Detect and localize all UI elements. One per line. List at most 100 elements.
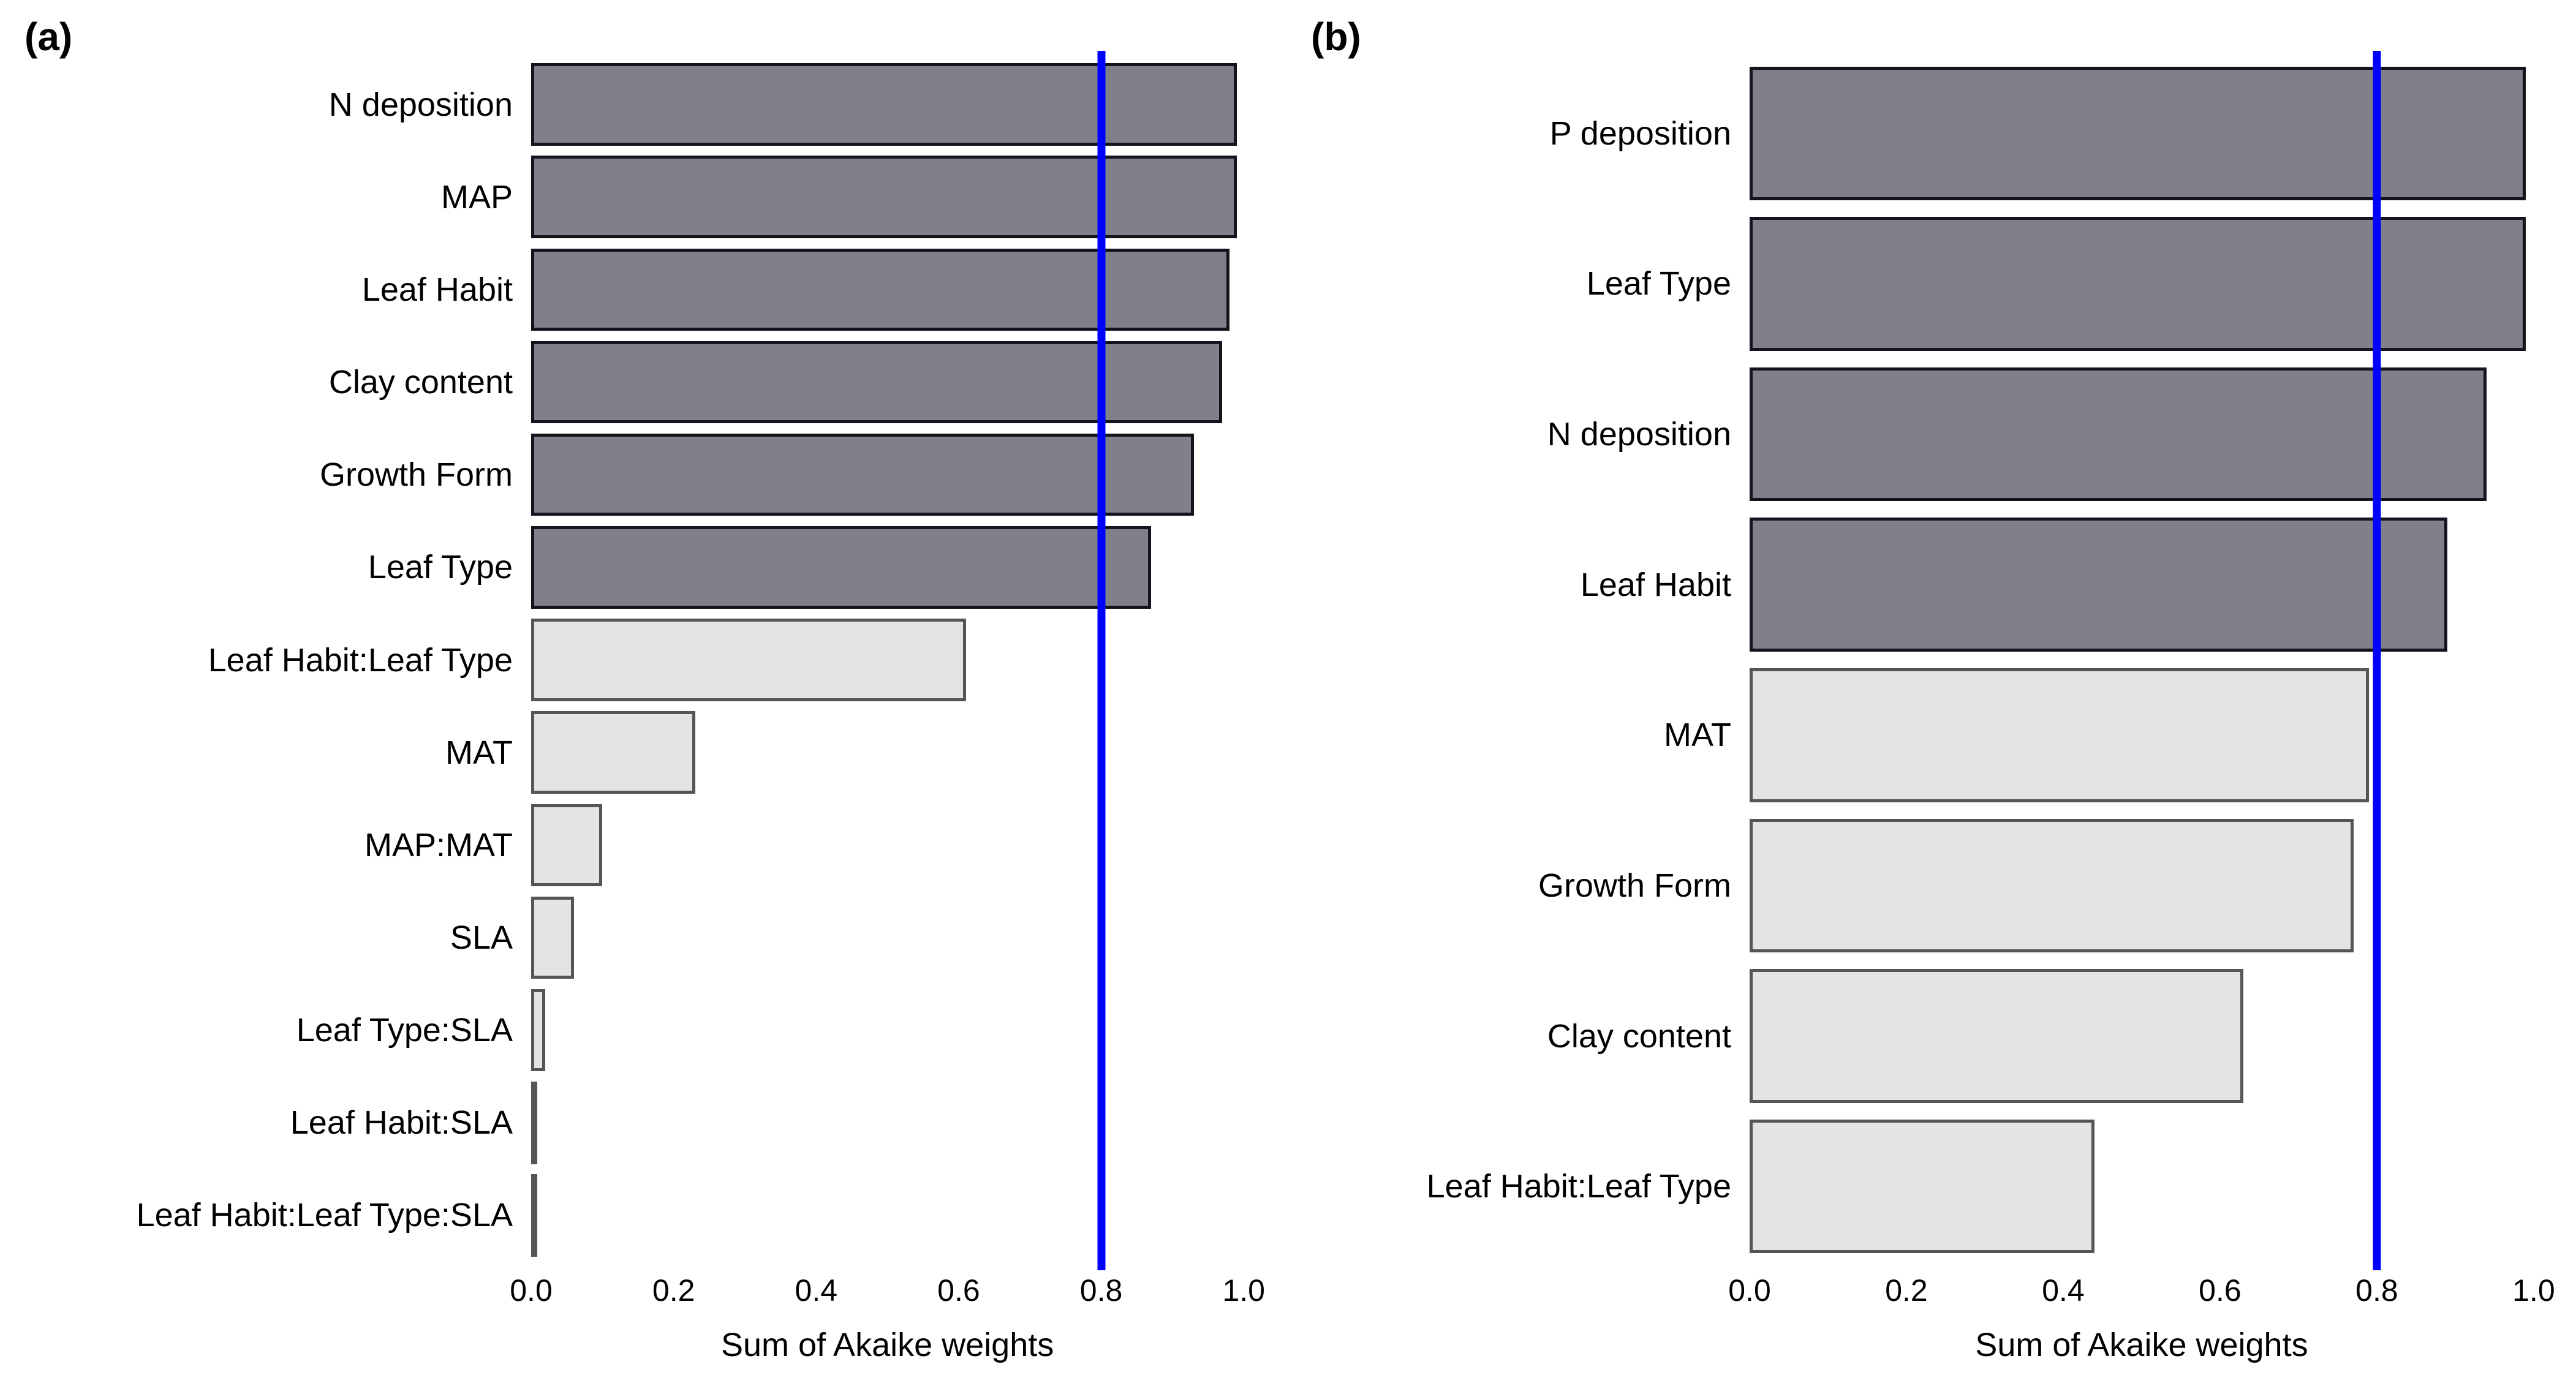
bar-track [531, 614, 1286, 706]
bar-track [1750, 810, 2576, 961]
category-label: Leaf Habit [361, 271, 513, 308]
panel-a: (a) N deposition MAP Leaf Habit Clay conten… [0, 0, 1286, 1386]
x-tick-label: 0.6 [937, 1273, 980, 1308]
bar-track [531, 1169, 1286, 1262]
panel-a-rows: N deposition MAP Leaf Habit Clay content Gro… [0, 51, 1286, 1270]
bar [1750, 1119, 2095, 1254]
bar-track [1750, 58, 2576, 209]
category-label: N deposition [1547, 416, 1731, 453]
bar-row: N deposition [0, 58, 1286, 151]
x-tick-label: 0.2 [1885, 1273, 1928, 1308]
bar-row: MAP [0, 151, 1286, 243]
category-label: Leaf Habit [1580, 566, 1731, 603]
bar-row: Leaf Type:SLA [0, 984, 1286, 1077]
bar-row: P deposition [1286, 58, 2576, 209]
category-label: Leaf Habit:SLA [290, 1104, 513, 1142]
bar [1750, 66, 2526, 201]
bar-row: MAT [0, 706, 1286, 799]
bar [531, 989, 546, 1072]
bar [1750, 818, 2354, 953]
bar [531, 804, 603, 887]
bar-track [1750, 1111, 2576, 1262]
bar-track [1750, 359, 2576, 510]
bar-track [531, 706, 1286, 799]
bar [531, 341, 1223, 424]
category-label: Clay content [328, 364, 513, 401]
x-tick-label: 0.4 [2042, 1273, 2085, 1308]
category-label: Growth Form [319, 456, 513, 494]
bar-track [1750, 209, 2576, 360]
bar-track [531, 799, 1286, 891]
bar [1750, 217, 2526, 351]
bar-row: SLA [0, 891, 1286, 984]
category-label: P deposition [1549, 115, 1731, 152]
category-label: MAP:MAT [364, 826, 513, 864]
bar-row: Leaf Habit:Leaf Type [0, 614, 1286, 706]
category-label: Leaf Habit:Leaf Type [208, 641, 513, 679]
bar [531, 619, 966, 701]
bar-row: Growth Form [1286, 810, 2576, 961]
category-label: MAP [440, 178, 513, 216]
bar-track [1750, 961, 2576, 1112]
bar-row: Leaf Habit [0, 243, 1286, 336]
x-tick-label: 0.8 [2355, 1273, 2398, 1308]
x-axis-title-text: Sum of Akaike weights [720, 1327, 1054, 1363]
bar-track [1750, 660, 2576, 811]
panel-b-x-ticks: 0.0 0.2 0.4 0.6 0.8 1.0 [1728, 1273, 2576, 1316]
bar-row: Growth Form [0, 429, 1286, 521]
category-label: N deposition [328, 86, 513, 123]
x-tick-label: 1.0 [1222, 1273, 1265, 1308]
category-label: Leaf Type [368, 549, 513, 586]
bar-row: Clay content [1286, 961, 2576, 1112]
bar [531, 526, 1151, 609]
bar-row: N deposition [1286, 359, 2576, 510]
panel-b-x-axis-title: Sum of Akaike weights [1750, 1326, 2576, 1369]
bar [1750, 518, 2448, 652]
x-tick-label: 0.8 [1079, 1273, 1123, 1308]
bar [531, 433, 1194, 516]
bar-row: MAP:MAT [0, 799, 1286, 891]
bar-row: Leaf Habit:Leaf Type [1286, 1111, 2576, 1262]
category-label: Leaf Type [1586, 265, 1731, 303]
bar-row: Leaf Type [0, 521, 1286, 614]
bar-track [531, 151, 1286, 243]
bar [531, 711, 695, 794]
x-tick-label: 0.0 [1728, 1273, 1771, 1308]
x-axis-title-text: Sum of Akaike weights [1975, 1327, 2308, 1363]
bar-track [531, 891, 1286, 984]
bar [1750, 969, 2244, 1103]
panel-b: (b) P deposition Leaf Type N deposition Lea… [1286, 0, 2576, 1386]
category-label: Leaf Habit:Leaf Type:SLA [136, 1197, 513, 1234]
bar [531, 156, 1237, 238]
bar-track [531, 336, 1286, 428]
bar [531, 1082, 537, 1164]
x-tick-label: 0.6 [2199, 1273, 2242, 1308]
category-label: Clay content [1547, 1017, 1731, 1055]
category-label: SLA [450, 919, 513, 956]
x-tick-label: 0.0 [510, 1273, 553, 1308]
bar-track [531, 1077, 1286, 1169]
bar-track [531, 984, 1286, 1077]
bar-row: Leaf Habit:SLA [0, 1077, 1286, 1169]
panel-a-x-ticks: 0.0 0.2 0.4 0.6 0.8 1.0 [510, 1273, 1286, 1316]
panel-a-tag: (a) [25, 15, 73, 59]
bar [531, 1174, 537, 1257]
bar-track [1750, 510, 2576, 660]
bar-track [531, 243, 1286, 336]
bar-row: Clay content [0, 336, 1286, 428]
panel-a-x-axis-title: Sum of Akaike weights [531, 1326, 1286, 1369]
category-label: Leaf Type:SLA [296, 1012, 513, 1049]
category-label: MAT [445, 734, 513, 771]
x-tick-label: 1.0 [2512, 1273, 2555, 1308]
category-label: MAT [1664, 717, 1731, 754]
category-label: Leaf Habit:Leaf Type [1426, 1168, 1731, 1205]
bar-row: MAT [1286, 660, 2576, 811]
bar-track [531, 521, 1286, 614]
x-tick-label: 0.2 [652, 1273, 695, 1308]
bar-row: Leaf Habit [1286, 510, 2576, 660]
bar-row: Leaf Type [1286, 209, 2576, 360]
x-tick-label: 0.4 [795, 1273, 838, 1308]
panel-b-tag: (b) [1311, 15, 1361, 59]
panel-b-rows: P deposition Leaf Type N deposition Leaf Ha… [1286, 51, 2576, 1270]
